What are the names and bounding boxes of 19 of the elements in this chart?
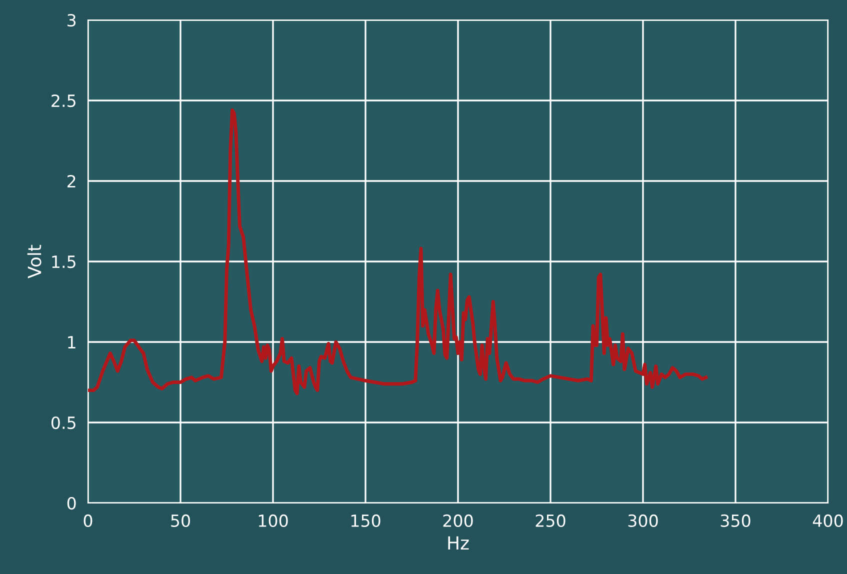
y-tick-label: 0.5: [51, 416, 76, 430]
x-tick-label: 200: [443, 514, 473, 528]
y-tick-label: 2: [68, 174, 76, 188]
y-tick-label: 2.5: [52, 94, 76, 108]
x-tick-label: 0: [84, 514, 92, 528]
x-tick-label: 250: [536, 514, 566, 528]
y-tick-label: 0: [67, 496, 76, 510]
y-axis-title: Volt: [27, 244, 42, 278]
x-tick-label: 400: [812, 514, 843, 528]
y-tick-label: 1.5: [52, 256, 76, 268]
x-axis-title: Hz: [448, 536, 469, 550]
x-tick-label: 300: [628, 514, 658, 528]
x-tick-label: 350: [720, 514, 750, 528]
y-tick-label: 1: [68, 336, 76, 348]
x-tick-label: 150: [351, 514, 380, 528]
x-tick-label: 100: [258, 514, 288, 528]
y-tick-label: 3: [68, 14, 76, 27]
x-tick-label: 50: [171, 514, 190, 528]
line-series: [88, 108, 708, 396]
